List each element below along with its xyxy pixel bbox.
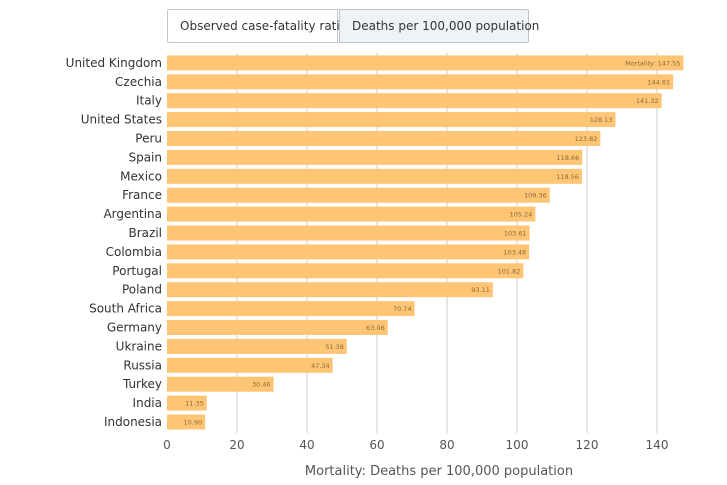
bar-value-label: 101.82 — [498, 267, 521, 275]
x-tick-label: 100 — [506, 438, 529, 452]
bar-value-label: 47.34 — [311, 362, 330, 370]
category-label: United Kingdom — [66, 56, 162, 70]
bar[interactable] — [167, 112, 616, 128]
category-label: Peru — [135, 132, 162, 146]
bar[interactable] — [167, 131, 601, 146]
bar[interactable] — [167, 357, 333, 373]
bar-value-label: 51.38 — [325, 343, 344, 351]
bar-value-label: 70.74 — [393, 305, 412, 313]
bar-value-label: 103.48 — [503, 248, 526, 256]
category-label: Poland — [122, 283, 162, 297]
bar[interactable] — [167, 168, 582, 184]
x-axis-ticks: 0 20 40 60 80 100 120 140 — [163, 438, 668, 452]
bars: Mortality: 147.55 144.61 141.32 128.13 123.8… — [167, 55, 684, 430]
bar-value-label: 118.66 — [557, 154, 580, 162]
x-axis-title: Mortality: Deaths per 100,000 population — [305, 464, 573, 479]
bar-value-label: 118.56 — [556, 173, 579, 181]
bar-value-label: 63.06 — [366, 324, 385, 332]
category-label: Argentina — [103, 207, 162, 221]
category-label: Italy — [136, 94, 162, 108]
category-label: Mexico — [120, 169, 162, 183]
bar-value-label: 10.90 — [184, 419, 203, 427]
x-tick-label: 20 — [229, 438, 244, 452]
category-label: Germany — [107, 321, 162, 335]
bar[interactable] — [167, 263, 524, 279]
bar[interactable] — [167, 74, 674, 90]
category-label: United States — [81, 113, 162, 127]
category-label: Czechia — [115, 75, 162, 89]
bar-value-label: 30.46 — [252, 381, 271, 389]
category-label: Colombia — [106, 245, 162, 259]
category-labels: United Kingdom Czechia Italy United States P… — [66, 56, 162, 429]
bar[interactable] — [167, 149, 583, 165]
x-tick-label: 0 — [163, 438, 171, 452]
bar-value-label: 109.36 — [524, 192, 547, 200]
bar-value-label: 141.32 — [636, 97, 659, 105]
category-label: Brazil — [129, 226, 163, 240]
grid-lines — [236, 53, 658, 433]
tab-case-fatality-ratio[interactable]: Observed case-fatality ratio — [167, 9, 347, 43]
category-label: Ukraine — [116, 339, 162, 353]
bar[interactable] — [167, 338, 347, 354]
bar[interactable] — [167, 244, 530, 260]
category-label: South Africa — [89, 302, 162, 316]
x-tick-label: 120 — [576, 438, 599, 452]
bar[interactable] — [167, 282, 493, 298]
x-tick-label: 40 — [299, 438, 314, 452]
bar[interactable] — [167, 395, 207, 411]
bar[interactable] — [167, 225, 530, 241]
bar[interactable] — [167, 93, 662, 109]
bar[interactable] — [167, 414, 206, 430]
category-label: Turkey — [122, 377, 162, 391]
category-label: France — [122, 188, 162, 202]
category-label: India — [133, 396, 162, 410]
bar-value-label: 123.82 — [575, 135, 598, 143]
x-tick-label: 60 — [369, 438, 384, 452]
tab-deaths-per-100k[interactable]: Deaths per 100,000 population — [339, 9, 539, 43]
bar[interactable] — [167, 187, 550, 203]
bar-value-label: 93.11 — [471, 286, 490, 294]
bar-value-label: 128.13 — [590, 116, 613, 124]
bar-value-label: 103.61 — [504, 230, 527, 238]
bar[interactable] — [167, 376, 274, 392]
category-label: Indonesia — [104, 415, 162, 429]
category-label: Russia — [123, 358, 162, 372]
bar-value-label: 11.35 — [185, 400, 204, 408]
category-label: Spain — [128, 150, 162, 164]
bar-value-label: 105.24 — [510, 211, 533, 219]
bar[interactable] — [167, 301, 415, 317]
x-tick-label: 140 — [646, 438, 669, 452]
bar[interactable] — [167, 320, 388, 335]
bar-value-label: 144.61 — [647, 78, 670, 86]
metric-tabs: Observed case-fatality ratio Deaths per … — [167, 9, 539, 43]
bar-value-label: Mortality: 147.55 — [625, 59, 680, 67]
bar[interactable] — [167, 206, 536, 222]
x-tick-label: 80 — [439, 438, 454, 452]
category-label: Portugal — [112, 264, 162, 278]
bar[interactable] — [167, 55, 684, 71]
